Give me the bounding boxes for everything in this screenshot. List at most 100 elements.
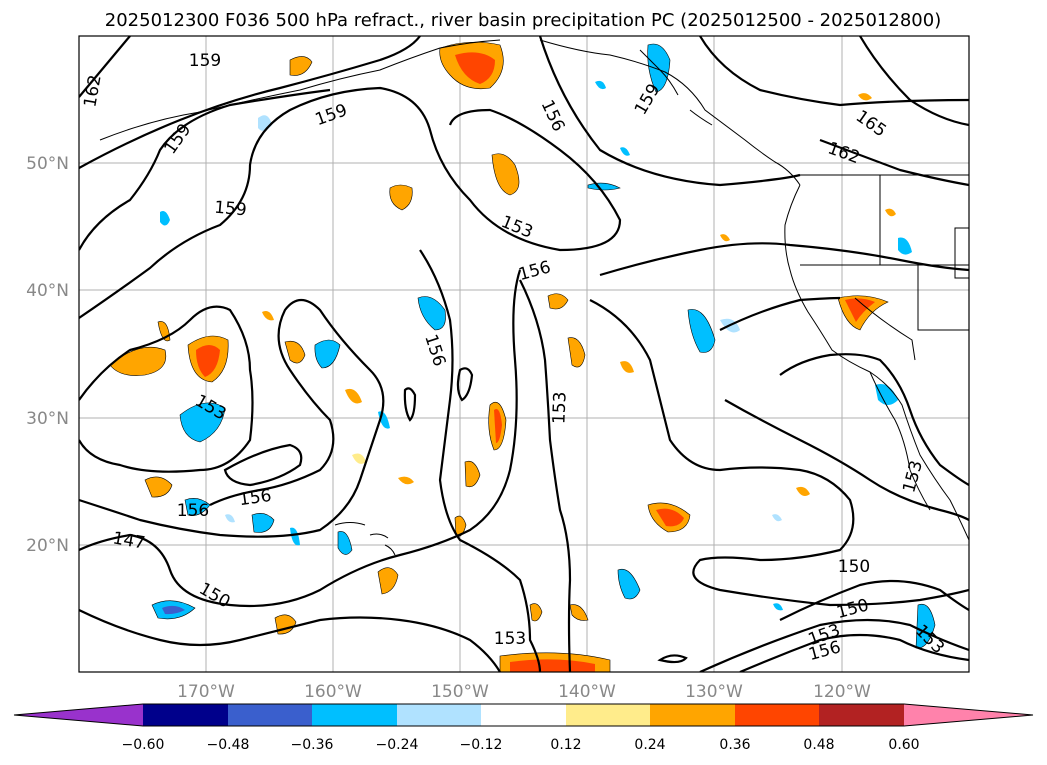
coastline-gulf-of-alaska [539, 39, 801, 186]
map-frame [78, 35, 970, 673]
contour-150-east [719, 296, 969, 521]
colorbar-tick-label: 0.36 [719, 737, 750, 753]
patch-neg-3 [314, 339, 341, 369]
patch-neg-24 [773, 603, 783, 611]
patch-pos-25 [352, 453, 366, 464]
patch-pos-9 [567, 337, 586, 368]
patch-neg-1 [647, 43, 671, 93]
contour-label: 159 [189, 51, 221, 71]
contour-153-se2 [699, 618, 969, 672]
positive-anomaly-patches [109, 41, 896, 672]
contour-150-se [779, 579, 969, 621]
lon-label: 160°W [304, 682, 362, 702]
patch-neg-16 [875, 384, 898, 405]
patch-pos-18 [569, 604, 589, 621]
colorbar-segment [228, 704, 312, 726]
contour-159-north [79, 36, 421, 169]
patch-pos-4 [491, 153, 520, 196]
colorbar-segment [735, 704, 819, 726]
coastlines [99, 39, 969, 556]
colorbar-outline [13, 703, 1034, 727]
patch-pos-26 [398, 476, 414, 485]
patch-pos-3 [389, 184, 413, 211]
contour-156-north [538, 36, 801, 187]
patch-pos-10-core [494, 409, 502, 443]
patch-pos-1-core [455, 52, 495, 84]
figure-title: 2025012300 F036 500 hPa refract., river … [105, 10, 941, 31]
patch-pos-8 [547, 293, 569, 310]
contour-156-center [419, 249, 542, 672]
contour-label: 159 [213, 198, 247, 221]
patch-pos-13-core [656, 508, 684, 527]
colorbar-tick-label: −0.48 [207, 737, 250, 753]
contour-closed-3 [223, 443, 303, 487]
colorbar-extend-high [904, 704, 1033, 726]
lon-label: 170°W [177, 682, 235, 702]
contour-label: 150 [838, 557, 870, 577]
lon-label: 120°W [813, 682, 871, 702]
colorbar-tick-label: −0.60 [122, 737, 165, 753]
colorbar: −0.60 −0.48 −0.36 −0.24 −0.12 0.12 0.24 … [13, 703, 1034, 753]
patch-pos-12 [144, 476, 173, 498]
contour-closed-1 [403, 387, 417, 422]
contour-159-central [79, 86, 622, 319]
state-borders [800, 174, 969, 331]
colorbar-segment [397, 704, 481, 726]
contour-label: 156 [238, 486, 273, 510]
coastline-baja [869, 371, 931, 511]
contour-153-se [779, 353, 969, 486]
patch-pos-14 [377, 567, 399, 595]
patch-pos-7 [284, 341, 306, 364]
contour-162-west [79, 88, 331, 251]
contour-165-ne [859, 36, 969, 127]
lat-label: 30°N [26, 409, 69, 429]
patch-neg-9 [251, 513, 275, 533]
lat-label: 20°N [26, 536, 69, 556]
colorbar-tick-label: −0.36 [291, 737, 334, 753]
patch-neg-10 [337, 531, 353, 555]
colorbar-segment [566, 704, 650, 726]
patch-pos-19-core [510, 659, 595, 672]
patch-pos-28 [620, 361, 634, 373]
patch-neg-23 [225, 514, 235, 523]
lon-label: 130°W [685, 682, 743, 702]
lat-label: 40°N [26, 281, 69, 301]
contour-lines [79, 36, 969, 672]
patch-neg-17 [898, 237, 912, 255]
patch-pos-23 [858, 93, 872, 101]
colorbar-segment [312, 704, 397, 726]
colorbar-segment [481, 704, 566, 726]
contour-closed-2 [456, 367, 474, 402]
colorbar-tick-label: −0.24 [376, 737, 419, 753]
colorbar-segment [143, 704, 228, 726]
patch-pos-24 [885, 208, 896, 217]
colorbar-tick-label: 0.48 [803, 737, 834, 753]
patch-neg-22 [772, 514, 782, 522]
colorbar-extend-low [14, 704, 143, 726]
patch-neg-13-core [162, 605, 185, 615]
patch-pos-2 [289, 56, 313, 76]
patch-neg-4 [179, 402, 226, 443]
contour-label: 153 [494, 629, 526, 649]
border-ca-nv [854, 297, 916, 361]
patch-neg-11 [290, 527, 300, 546]
patch-neg-20 [595, 80, 606, 90]
patch-pos-20-core [845, 298, 875, 322]
contour-159-ne [699, 36, 969, 107]
patch-neg-12 [184, 498, 211, 516]
contour-153-east [589, 299, 969, 607]
patch-pos-30 [345, 388, 362, 404]
lat-label: 50°N [26, 154, 69, 174]
lon-label: 150°W [431, 682, 489, 702]
coastline-hawaii [334, 522, 396, 556]
contour-label: 153 [549, 391, 570, 424]
contour-156-se [739, 633, 969, 672]
coastline-aleutians [99, 39, 501, 141]
patch-pos-29 [262, 311, 274, 321]
patch-neg-7 [687, 309, 716, 353]
contour-162-nw [79, 36, 131, 98]
patch-neg-21 [620, 147, 630, 156]
contour-153-west [79, 305, 254, 473]
contour-label: 156 [177, 501, 209, 521]
